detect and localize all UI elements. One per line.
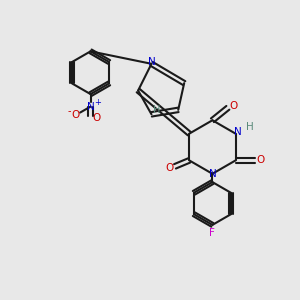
Text: -: - xyxy=(68,106,71,116)
Text: F: F xyxy=(209,228,215,238)
Text: H: H xyxy=(154,105,161,115)
Text: H: H xyxy=(246,122,254,132)
Text: O: O xyxy=(230,101,238,111)
Text: O: O xyxy=(256,155,265,165)
Text: N: N xyxy=(234,127,242,137)
Text: N: N xyxy=(208,169,216,179)
Text: O: O xyxy=(165,163,173,173)
Text: O: O xyxy=(92,113,100,124)
Text: O: O xyxy=(71,110,79,120)
Text: +: + xyxy=(94,98,100,107)
Text: N: N xyxy=(87,102,94,112)
Text: N: N xyxy=(148,57,156,67)
